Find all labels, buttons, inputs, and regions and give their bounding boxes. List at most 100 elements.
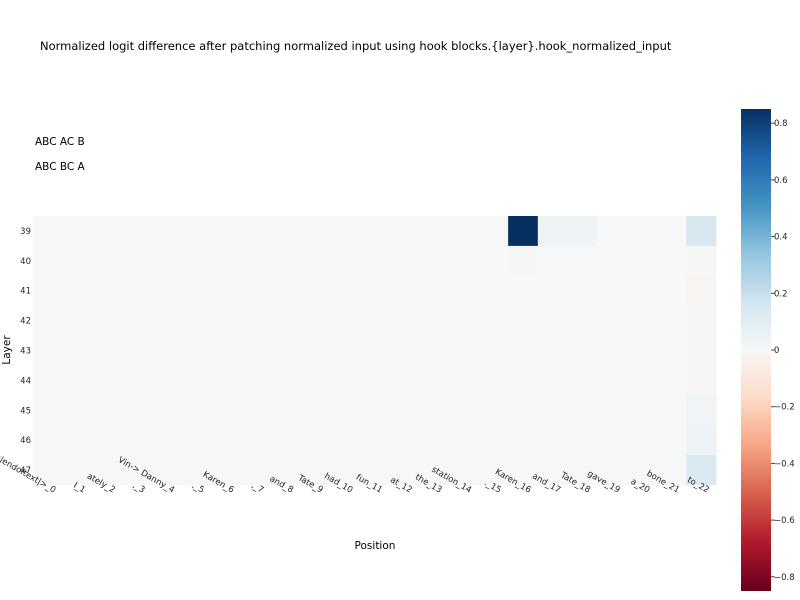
heatmap-cell-39-18 xyxy=(567,216,598,247)
heatmap-cell-43-6 xyxy=(211,335,242,366)
colorbar xyxy=(741,109,771,591)
heatmap-cell-43-15 xyxy=(478,335,509,366)
heatmap-cell-41-17 xyxy=(537,275,568,307)
heatmap-cell-41-10 xyxy=(329,275,361,307)
heatmap-cell-41-7 xyxy=(240,275,271,307)
y-axis-title: Layer xyxy=(1,335,13,365)
heatmap-cell-47-22 xyxy=(686,455,717,486)
heatmap-cell-43-16 xyxy=(508,335,539,366)
colorbar-ticks: 0.8 0.6 0.4 0.2 0 −0.2 −0.4 −0.6 −0.8 xyxy=(771,119,795,583)
heatmap-cell-45-17 xyxy=(537,395,568,426)
heatmap-cell-44-19 xyxy=(597,365,628,396)
heatmap-cell-45-9 xyxy=(300,395,331,426)
heatmap-cell-44-13 xyxy=(419,365,450,396)
heatmap-cell-39-4 xyxy=(151,216,182,247)
colorbar-tick-label: −0.2 xyxy=(774,403,795,413)
heatmap-cell-42-15 xyxy=(478,305,509,336)
heatmap-cell-40-5 xyxy=(181,245,212,277)
heatmap-cell-46-7 xyxy=(240,425,271,456)
legend-label-1: ABC AC B xyxy=(35,136,85,148)
heatmap-cell-44-14 xyxy=(448,365,479,396)
heatmap-cell-47-17 xyxy=(537,455,568,486)
heatmap-cell-39-13 xyxy=(419,216,450,247)
heatmap-cell-45-8 xyxy=(270,395,301,426)
colorbar-tick-label: 0 xyxy=(774,346,779,356)
heatmap-cell-40-19 xyxy=(597,245,628,277)
heatmap-cell-39-16 xyxy=(508,216,539,247)
heatmap-cell-42-3 xyxy=(122,305,153,336)
heatmap-cell-43-5 xyxy=(181,335,212,366)
heatmap-cell-43-22 xyxy=(686,335,717,366)
heatmap-cell-39-19 xyxy=(597,216,628,247)
heatmap-cell-45-6 xyxy=(211,395,242,426)
heatmap-cell-44-6 xyxy=(211,365,242,396)
y-axis-ticks: 39 40 41 42 43 44 45 46 47 xyxy=(20,227,31,476)
x-axis-title: Position xyxy=(355,540,396,552)
heatmap-cell-44-17 xyxy=(537,365,568,396)
heatmap-cell-42-19 xyxy=(597,305,628,336)
heatmap-cell-43-8 xyxy=(270,335,301,366)
heatmap-cell-40-4 xyxy=(151,245,182,277)
heatmap-cell-45-20 xyxy=(626,395,658,426)
heatmap-cell-42-11 xyxy=(359,305,390,336)
heatmap-cell-42-16 xyxy=(508,305,539,336)
heatmap-cell-45-2 xyxy=(92,395,123,426)
heatmap-cell-43-19 xyxy=(597,335,628,366)
heatmap-cell-46-3 xyxy=(122,425,153,456)
heatmap-cell-42-4 xyxy=(151,305,182,336)
heatmap-cell-40-13 xyxy=(419,245,450,277)
heatmap-cell-45-21 xyxy=(656,395,687,426)
heatmap-cell-44-7 xyxy=(240,365,271,396)
heatmap-cell-41-11 xyxy=(359,275,390,307)
heatmap-cell-40-6 xyxy=(211,245,242,277)
y-tick-label: 46 xyxy=(20,436,31,446)
heatmap-cell-42-1 xyxy=(62,305,93,336)
heatmap-cell-43-2 xyxy=(92,335,123,366)
heatmap-cell-47-6 xyxy=(211,455,242,486)
heatmap-cell-41-0 xyxy=(33,275,64,307)
heatmap-cell-40-0 xyxy=(33,245,64,277)
heatmap-cell-42-13 xyxy=(419,305,450,336)
heatmap-cell-47-14 xyxy=(448,455,479,486)
heatmap-cell-41-19 xyxy=(597,275,628,307)
heatmap-cell-41-4 xyxy=(151,275,182,307)
heatmap-cell-42-12 xyxy=(389,305,420,336)
heatmap-cell-44-8 xyxy=(270,365,301,396)
heatmap-cell-44-3 xyxy=(122,365,153,396)
heatmap-cell-46-4 xyxy=(151,425,182,456)
heatmap-cell-47-18 xyxy=(567,455,598,486)
heatmap-cell-42-2 xyxy=(92,305,123,336)
heatmap-cell-42-5 xyxy=(181,305,212,336)
heatmap-cell-42-8 xyxy=(270,305,301,336)
heatmap-cell-47-12 xyxy=(389,455,420,486)
heatmap-cell-41-22 xyxy=(686,275,717,307)
heatmap-cell-42-17 xyxy=(537,305,568,336)
heatmap-cell-39-14 xyxy=(448,216,479,247)
heatmap-cell-39-5 xyxy=(181,216,212,247)
heatmap-cell-42-9 xyxy=(300,305,331,336)
heatmap-cell-41-13 xyxy=(419,275,450,307)
heatmap-cell-46-15 xyxy=(478,425,509,456)
heatmap-cell-46-19 xyxy=(597,425,628,456)
heatmap-cell-45-10 xyxy=(329,395,361,426)
heatmap-cell-40-1 xyxy=(62,245,93,277)
heatmap-cell-40-21 xyxy=(656,245,687,277)
heatmap-cell-45-11 xyxy=(359,395,390,426)
heatmap-cell-45-5 xyxy=(181,395,212,426)
heatmap-cell-43-13 xyxy=(419,335,450,366)
heatmap-cell-41-20 xyxy=(626,275,658,307)
heatmap-cell-44-22 xyxy=(686,365,717,396)
heatmap-cell-39-21 xyxy=(656,216,687,247)
heatmap-cell-39-1 xyxy=(62,216,93,247)
heatmap-cell-45-7 xyxy=(240,395,271,426)
heatmap-cell-39-0 xyxy=(33,216,64,247)
heatmap-cell-41-1 xyxy=(62,275,93,307)
heatmap-cell-45-4 xyxy=(151,395,182,426)
heatmap-cell-47-2 xyxy=(92,455,123,486)
heatmap-cell-43-18 xyxy=(567,335,598,366)
heatmap-cell-41-5 xyxy=(181,275,212,307)
heatmap-cell-43-14 xyxy=(448,335,479,366)
heatmap-cell-45-22 xyxy=(686,395,717,426)
heatmap-cell-46-8 xyxy=(270,425,301,456)
